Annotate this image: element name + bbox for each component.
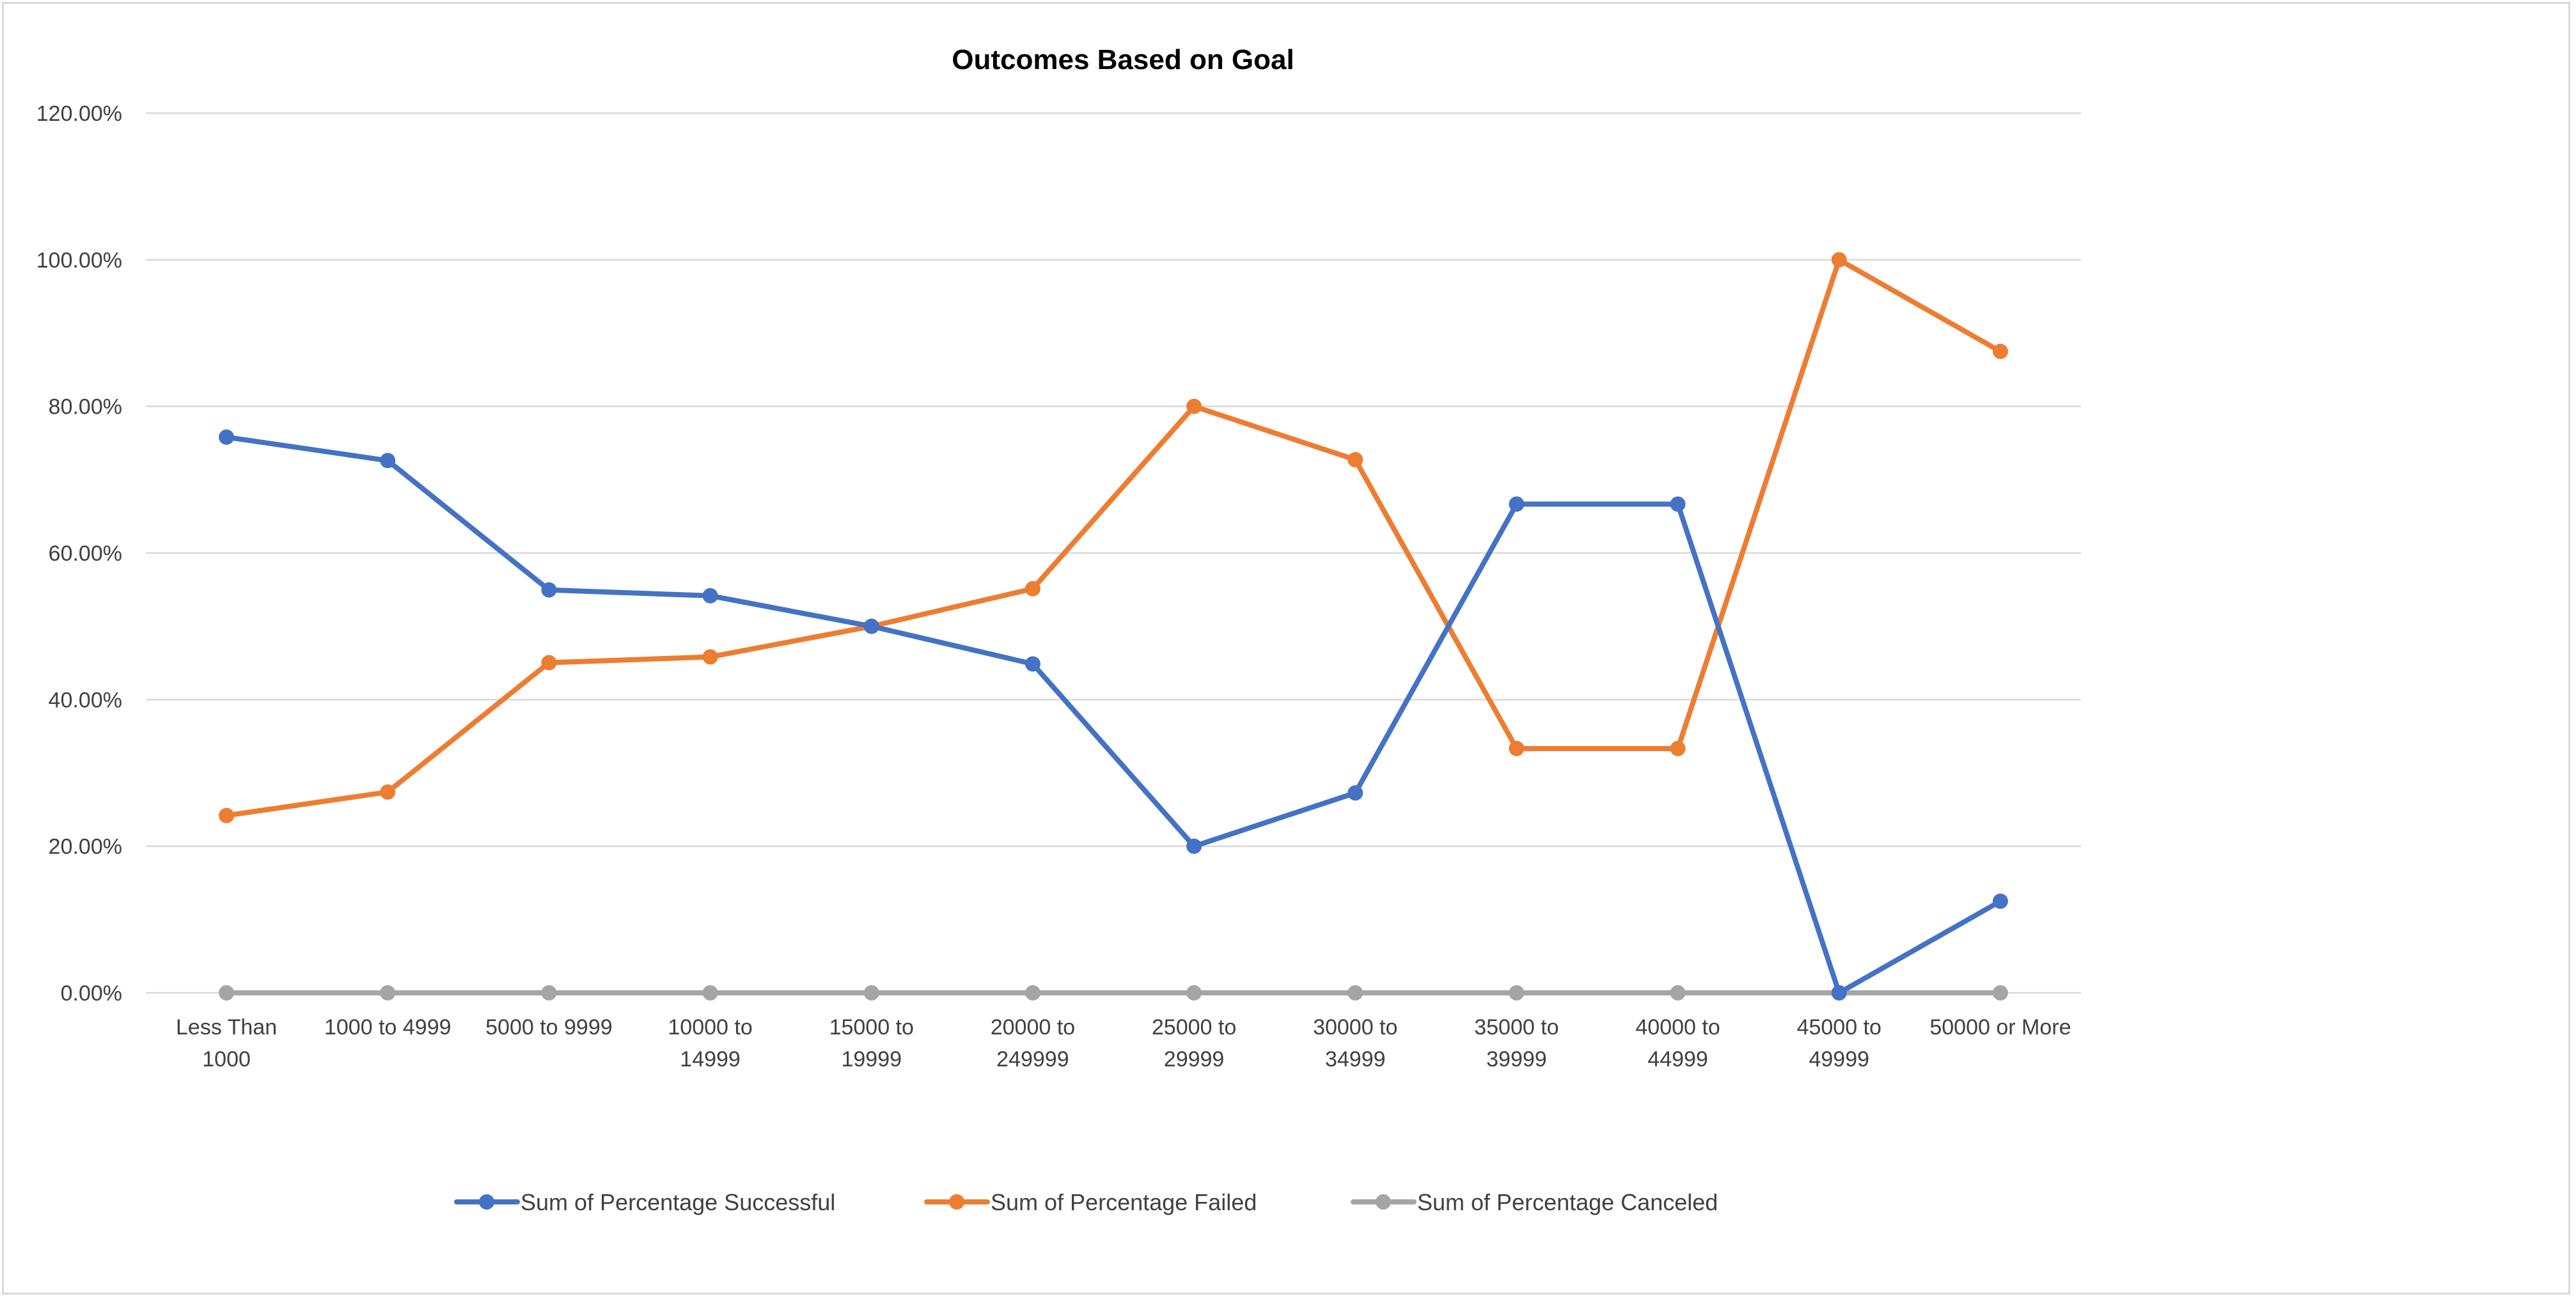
line-chart: Outcomes Based on Goal 0.00% 20.00% 40.00%… xyxy=(36,44,2081,1215)
y-tick-label: 60.00% xyxy=(49,541,122,566)
y-tick-label: 0.00% xyxy=(61,981,122,1006)
data-point xyxy=(702,588,718,604)
data-point xyxy=(1670,496,1686,512)
data-point xyxy=(1509,985,1525,1001)
series-lines xyxy=(219,252,2008,1001)
data-point xyxy=(702,649,718,665)
x-tick-label: Less Than 1000 xyxy=(176,1015,277,1071)
data-point xyxy=(541,582,557,598)
legend-item: Sum of Percentage Canceled xyxy=(1351,1189,1718,1215)
series-0 xyxy=(219,429,2008,1001)
data-point xyxy=(1025,656,1041,672)
x-axis-ticks: Less Than 1000 1000 to 4999 5000 to 9999 100… xyxy=(176,1015,2071,1071)
legend-label: Sum of Percentage Successful xyxy=(521,1189,835,1215)
series-line xyxy=(224,257,2003,818)
legend-marker xyxy=(479,1194,494,1210)
data-point xyxy=(1670,985,1686,1001)
data-point xyxy=(1347,452,1363,468)
data-point xyxy=(1186,838,1202,854)
y-axis-ticks: 0.00% 20.00% 40.00% 60.00% 80.00% 100.00% 120.… xyxy=(36,102,122,1006)
data-point xyxy=(219,429,235,445)
data-point xyxy=(219,985,235,1001)
x-tick-label: 45000 to 49999 xyxy=(1797,1015,1881,1071)
data-point xyxy=(1025,580,1041,596)
x-tick-label: 50000 or More xyxy=(1929,1015,2071,1040)
x-tick-label: 40000 to 44999 xyxy=(1635,1015,1720,1071)
y-tick-label: 20.00% xyxy=(49,835,122,859)
x-tick-label: 5000 to 9999 xyxy=(485,1015,613,1040)
series-2 xyxy=(219,985,2008,1001)
legend-marker xyxy=(949,1194,964,1210)
x-tick-label: 25000 to 29999 xyxy=(1152,1015,1236,1071)
legend-label: Sum of Percentage Failed xyxy=(991,1189,1257,1215)
data-point xyxy=(380,985,396,1001)
legend-marker xyxy=(1376,1194,1391,1210)
x-tick-label: 20000 to 249999 xyxy=(991,1015,1075,1071)
legend: Sum of Percentage Successful Sum of Perce… xyxy=(454,1189,1718,1215)
data-point xyxy=(1831,252,1847,268)
legend-label: Sum of Percentage Canceled xyxy=(1417,1189,1718,1215)
data-point xyxy=(1186,985,1202,1001)
y-tick-label: 100.00% xyxy=(36,248,122,272)
x-tick-label: 15000 to 19999 xyxy=(829,1015,914,1071)
y-tick-label: 120.00% xyxy=(36,102,122,126)
data-point xyxy=(380,784,396,800)
series-1 xyxy=(219,252,2008,823)
y-tick-label: 40.00% xyxy=(49,688,122,712)
data-point xyxy=(1670,740,1686,756)
legend-item: Sum of Percentage Successful xyxy=(454,1189,835,1215)
data-point xyxy=(702,985,718,1001)
x-tick-label: 35000 to 39999 xyxy=(1474,1015,1559,1071)
data-point xyxy=(541,655,557,671)
data-point xyxy=(1509,740,1525,756)
data-point xyxy=(1347,985,1363,1001)
data-point xyxy=(1186,398,1202,414)
chart-title: Outcomes Based on Goal xyxy=(952,44,1294,75)
x-tick-label: 10000 to 14999 xyxy=(668,1015,752,1071)
data-point xyxy=(863,618,879,634)
gridlines xyxy=(146,112,2081,994)
data-point xyxy=(1992,985,2008,1001)
data-point xyxy=(1831,985,1847,1001)
data-point xyxy=(380,453,396,469)
data-point xyxy=(1347,785,1363,801)
legend-item: Sum of Percentage Failed xyxy=(924,1189,1257,1215)
series-line xyxy=(224,434,2003,995)
data-point xyxy=(219,807,235,823)
data-point xyxy=(1992,343,2008,359)
data-point xyxy=(863,985,879,1001)
x-tick-label: 30000 to 34999 xyxy=(1313,1015,1397,1071)
data-point xyxy=(1025,985,1041,1001)
data-point xyxy=(1992,893,2008,909)
data-point xyxy=(541,985,557,1001)
x-tick-label: 1000 to 4999 xyxy=(324,1015,452,1040)
y-tick-label: 80.00% xyxy=(49,395,122,419)
data-point xyxy=(1509,496,1525,512)
